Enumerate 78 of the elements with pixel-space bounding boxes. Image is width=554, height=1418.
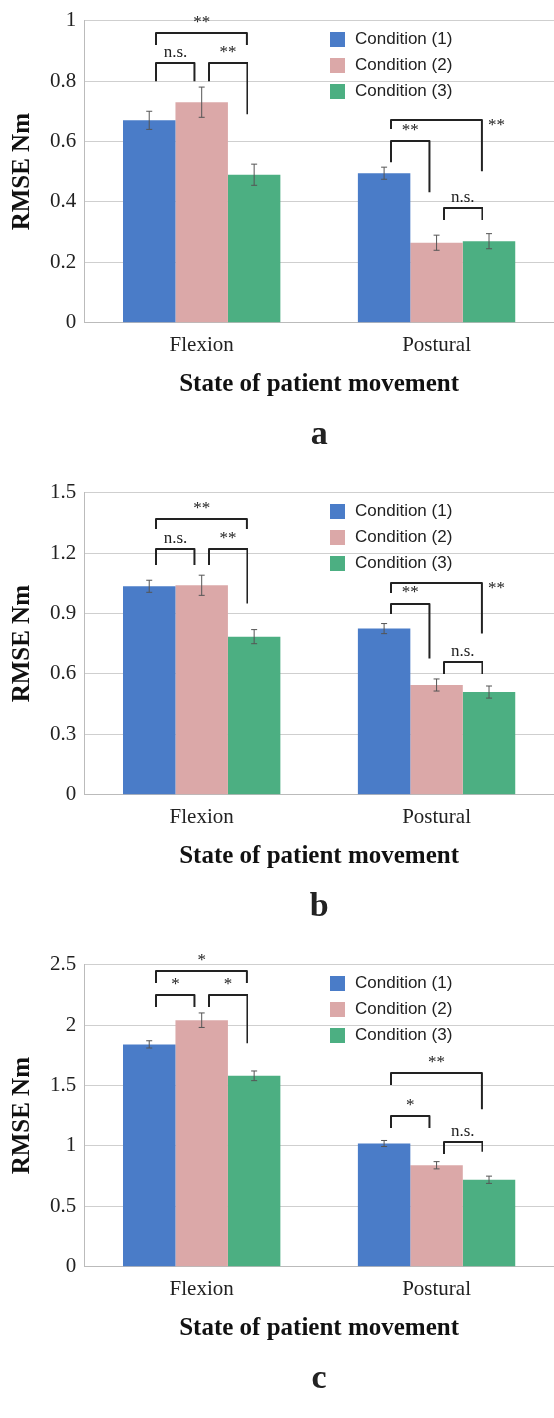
y-tick-label: 0.6 xyxy=(50,660,77,685)
y-tick-label: 0 xyxy=(65,1253,77,1278)
x-tick-label: Flexion xyxy=(169,803,235,828)
bar xyxy=(462,692,516,795)
bar xyxy=(357,173,411,323)
y-tick-label: 0 xyxy=(65,309,77,334)
annotation: n.s. xyxy=(163,528,188,548)
x-axis-title: State of patient movement xyxy=(179,1313,460,1341)
annotation: ** xyxy=(401,582,419,602)
y-tick-label: 0.9 xyxy=(50,600,77,624)
x-tick-label: Postural xyxy=(402,803,472,828)
x-tick-label: Postural xyxy=(402,1275,472,1300)
annotation: n.s. xyxy=(450,1121,475,1141)
bar xyxy=(410,1165,463,1267)
annotation: n.s. xyxy=(163,41,188,61)
legend-label: Condition (3) xyxy=(355,1025,453,1045)
annotation: ** xyxy=(488,115,506,135)
legend-label: Condition (1) xyxy=(355,501,453,521)
bar xyxy=(410,242,463,323)
legend-label: Condition (1) xyxy=(355,29,453,49)
annotation: * xyxy=(406,1094,415,1114)
legend-label: Condition (2) xyxy=(355,55,453,75)
bar xyxy=(175,585,228,795)
y-tick-label: 0 xyxy=(65,781,77,806)
y-tick-label: 2 xyxy=(65,1011,77,1036)
annotation: * xyxy=(171,973,180,993)
legend-label: Condition (3) xyxy=(355,81,453,101)
legend-label: Condition (3) xyxy=(355,553,453,573)
bar xyxy=(175,102,228,323)
y-tick-label: 1 xyxy=(65,7,77,32)
bar xyxy=(357,628,411,795)
bar xyxy=(410,685,463,795)
text: c xyxy=(311,1358,327,1395)
x-axis-title: State of patient movement xyxy=(179,841,460,869)
legend-label: Condition (1) xyxy=(355,973,453,993)
bar xyxy=(123,586,176,795)
annotation: n.s. xyxy=(450,640,475,660)
y-tick-label: 0.8 xyxy=(50,67,77,92)
y-tick-label: 0.3 xyxy=(50,720,77,745)
y-axis-title: RMSE Nm xyxy=(7,1056,35,1175)
bar xyxy=(227,1075,281,1267)
y-tick-label: 1.2 xyxy=(50,539,77,564)
bar xyxy=(462,241,516,323)
legend-label: Condition (2) xyxy=(355,999,453,1019)
annotation: * xyxy=(197,949,206,969)
y-axis-title: RMSE Nm xyxy=(7,584,35,703)
annotation: ** xyxy=(193,11,211,31)
bar xyxy=(357,1143,411,1267)
y-tick-label: 0.4 xyxy=(50,188,77,213)
bar xyxy=(227,174,281,323)
annotation: ** xyxy=(219,528,237,548)
text: b xyxy=(309,886,329,923)
legend-label: Condition (2) xyxy=(355,527,453,547)
annotation: ** xyxy=(219,41,237,61)
y-axis-title: RMSE Nm xyxy=(7,112,35,231)
annotation: ** xyxy=(488,578,506,598)
y-tick-label: 0.6 xyxy=(50,128,77,152)
annotation: * xyxy=(223,973,233,993)
y-tick-label: 1 xyxy=(65,1132,77,1157)
y-tick-label: 1.5 xyxy=(50,479,77,504)
x-tick-label: Flexion xyxy=(169,331,235,356)
annotation: ** xyxy=(401,120,419,140)
bar xyxy=(123,120,176,323)
annotation: ** xyxy=(428,1052,446,1072)
y-tick-label: 2.5 xyxy=(50,951,77,976)
bar xyxy=(227,636,281,795)
y-tick-label: 1.5 xyxy=(50,1072,77,1096)
y-tick-label: 0.5 xyxy=(50,1192,77,1217)
y-tick-label: 0.2 xyxy=(50,248,77,273)
annotation: ** xyxy=(193,497,211,517)
x-axis-title: State of patient movement xyxy=(179,369,460,397)
annotation: n.s. xyxy=(450,186,475,206)
bar xyxy=(462,1179,516,1267)
bar xyxy=(175,1020,228,1267)
x-tick-label: Postural xyxy=(402,331,472,356)
text: a xyxy=(310,414,328,451)
bar xyxy=(123,1044,176,1267)
x-tick-label: Flexion xyxy=(169,1275,235,1300)
